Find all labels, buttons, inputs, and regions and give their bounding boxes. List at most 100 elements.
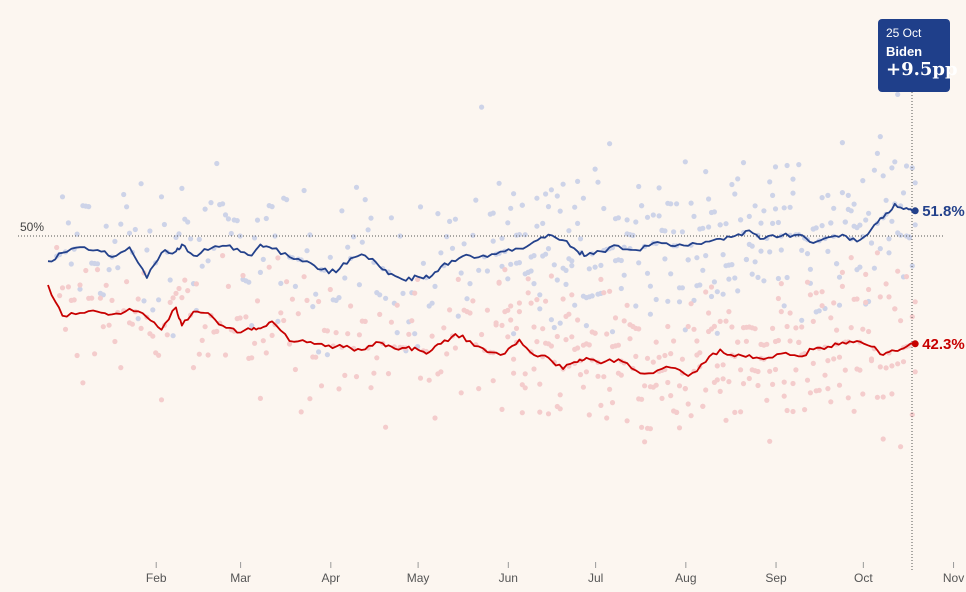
trump-poll-dot: [831, 300, 837, 306]
trump-poll-dot: [345, 331, 351, 337]
trump-poll-dot: [665, 379, 671, 386]
trump-poll-dot: [860, 391, 866, 397]
trump-poll-dot: [301, 274, 307, 280]
trump-poll-dot: [839, 269, 846, 275]
biden-poll-dot: [353, 184, 360, 190]
trump-poll-dot: [222, 352, 229, 358]
biden-poll-dot: [272, 233, 278, 239]
biden-poll-dot: [676, 299, 683, 305]
biden-poll-dot: [813, 225, 819, 231]
trump-poll-dot: [286, 341, 293, 347]
biden-poll-dot: [889, 165, 895, 171]
biden-poll-dot: [522, 232, 528, 238]
trump-poll-dot: [237, 315, 243, 321]
biden-poll-dot: [310, 304, 316, 310]
trump-poll-dot: [563, 337, 569, 343]
trump-poll-dot: [525, 290, 531, 296]
biden-poll-dot: [185, 219, 191, 225]
biden-poll-dot: [607, 141, 613, 147]
trump-poll-dot: [682, 386, 688, 392]
biden-poll-dot: [572, 204, 578, 210]
trump-poll-dot: [714, 363, 720, 369]
trump-poll-dot: [534, 339, 540, 345]
biden-poll-dot: [304, 248, 310, 254]
trump-poll-dot: [770, 381, 776, 387]
biden-poll-dot: [761, 208, 767, 214]
biden-poll-dot: [770, 220, 776, 226]
trump-poll-dot: [281, 317, 287, 324]
biden-poll-dot: [636, 260, 642, 266]
trump-poll-dot: [877, 364, 883, 370]
biden-poll-dot: [537, 292, 543, 298]
trump-poll-dot: [94, 267, 101, 273]
trump-poll-dot: [819, 289, 825, 295]
trump-poll-dot: [755, 368, 761, 375]
trump-poll-dot: [723, 417, 729, 423]
biden-poll-dot: [554, 193, 560, 199]
biden-poll-dot: [839, 140, 846, 146]
biden-poll-dot: [825, 248, 831, 254]
x-tick-label: Nov: [943, 571, 964, 585]
trump-poll-dot: [612, 315, 619, 321]
trump-poll-dot: [138, 325, 144, 331]
trump-poll-dot: [505, 307, 511, 313]
biden-poll-dot: [703, 253, 709, 259]
trump-poll-dot: [877, 294, 883, 300]
x-tick-label: Aug: [675, 571, 696, 585]
trump-poll-dot: [118, 365, 124, 371]
trump-poll-dot: [545, 411, 552, 417]
trump-poll-dot: [499, 406, 505, 412]
trump-poll-dot: [569, 292, 575, 298]
biden-poll-dot: [580, 195, 587, 201]
biden-poll-dot: [170, 333, 176, 339]
trump-poll-dot: [886, 294, 892, 300]
biden-poll-dot: [633, 219, 639, 225]
series-lines: [47, 202, 919, 377]
biden-poll-dot: [505, 276, 511, 282]
x-tick-label: Jul: [588, 571, 603, 585]
biden-poll-dot: [516, 260, 523, 266]
biden-poll-dot: [784, 274, 790, 281]
biden-poll-dot: [292, 283, 298, 289]
trump-poll-dot: [688, 413, 694, 419]
biden-poll-dot: [214, 160, 220, 167]
biden-poll-dot: [857, 222, 863, 228]
biden-poll-dot: [508, 261, 514, 267]
biden-poll-dot: [583, 323, 590, 329]
biden-poll-dot: [284, 197, 290, 203]
biden-poll-dot: [700, 267, 706, 273]
biden-poll-dot: [94, 261, 101, 267]
x-tick-label: Apr: [321, 571, 340, 585]
biden-poll-dot: [537, 306, 543, 312]
biden-poll-dot: [706, 224, 712, 230]
trump-poll-dot: [318, 383, 325, 389]
biden-poll-dot: [566, 228, 572, 234]
trump-poll-dot: [83, 267, 89, 274]
trump-poll-dot: [694, 338, 700, 344]
biden-poll-dot: [781, 205, 787, 211]
trump-poll-dot: [825, 358, 831, 364]
biden-poll-dot: [301, 187, 307, 194]
trump-poll-dot: [543, 298, 549, 304]
trump-poll-dot: [499, 322, 505, 328]
biden-poll-dot: [848, 208, 854, 214]
biden-poll-dot: [778, 247, 784, 253]
trump-poll-dot: [810, 360, 816, 366]
trump-poll-dot: [793, 325, 799, 331]
biden-poll-dot: [577, 236, 584, 242]
trump-poll-dot: [479, 331, 485, 338]
biden-poll-dot: [476, 267, 482, 273]
trump-poll-dot: [889, 391, 895, 397]
trump-poll-dot: [604, 331, 610, 337]
trump-poll-dot: [685, 401, 691, 407]
biden-poll-dot: [65, 220, 71, 226]
biden-poll-dot: [438, 250, 444, 256]
trump-poll-dot: [566, 311, 572, 317]
trump-poll-dot: [59, 285, 66, 291]
trump-poll-dot: [432, 415, 438, 421]
biden-poll-dot: [630, 232, 636, 238]
trump-poll-dot: [444, 351, 450, 357]
biden-poll-dot: [257, 269, 263, 275]
trump-poll-dot: [470, 298, 476, 304]
trump-poll-dot: [810, 318, 816, 324]
